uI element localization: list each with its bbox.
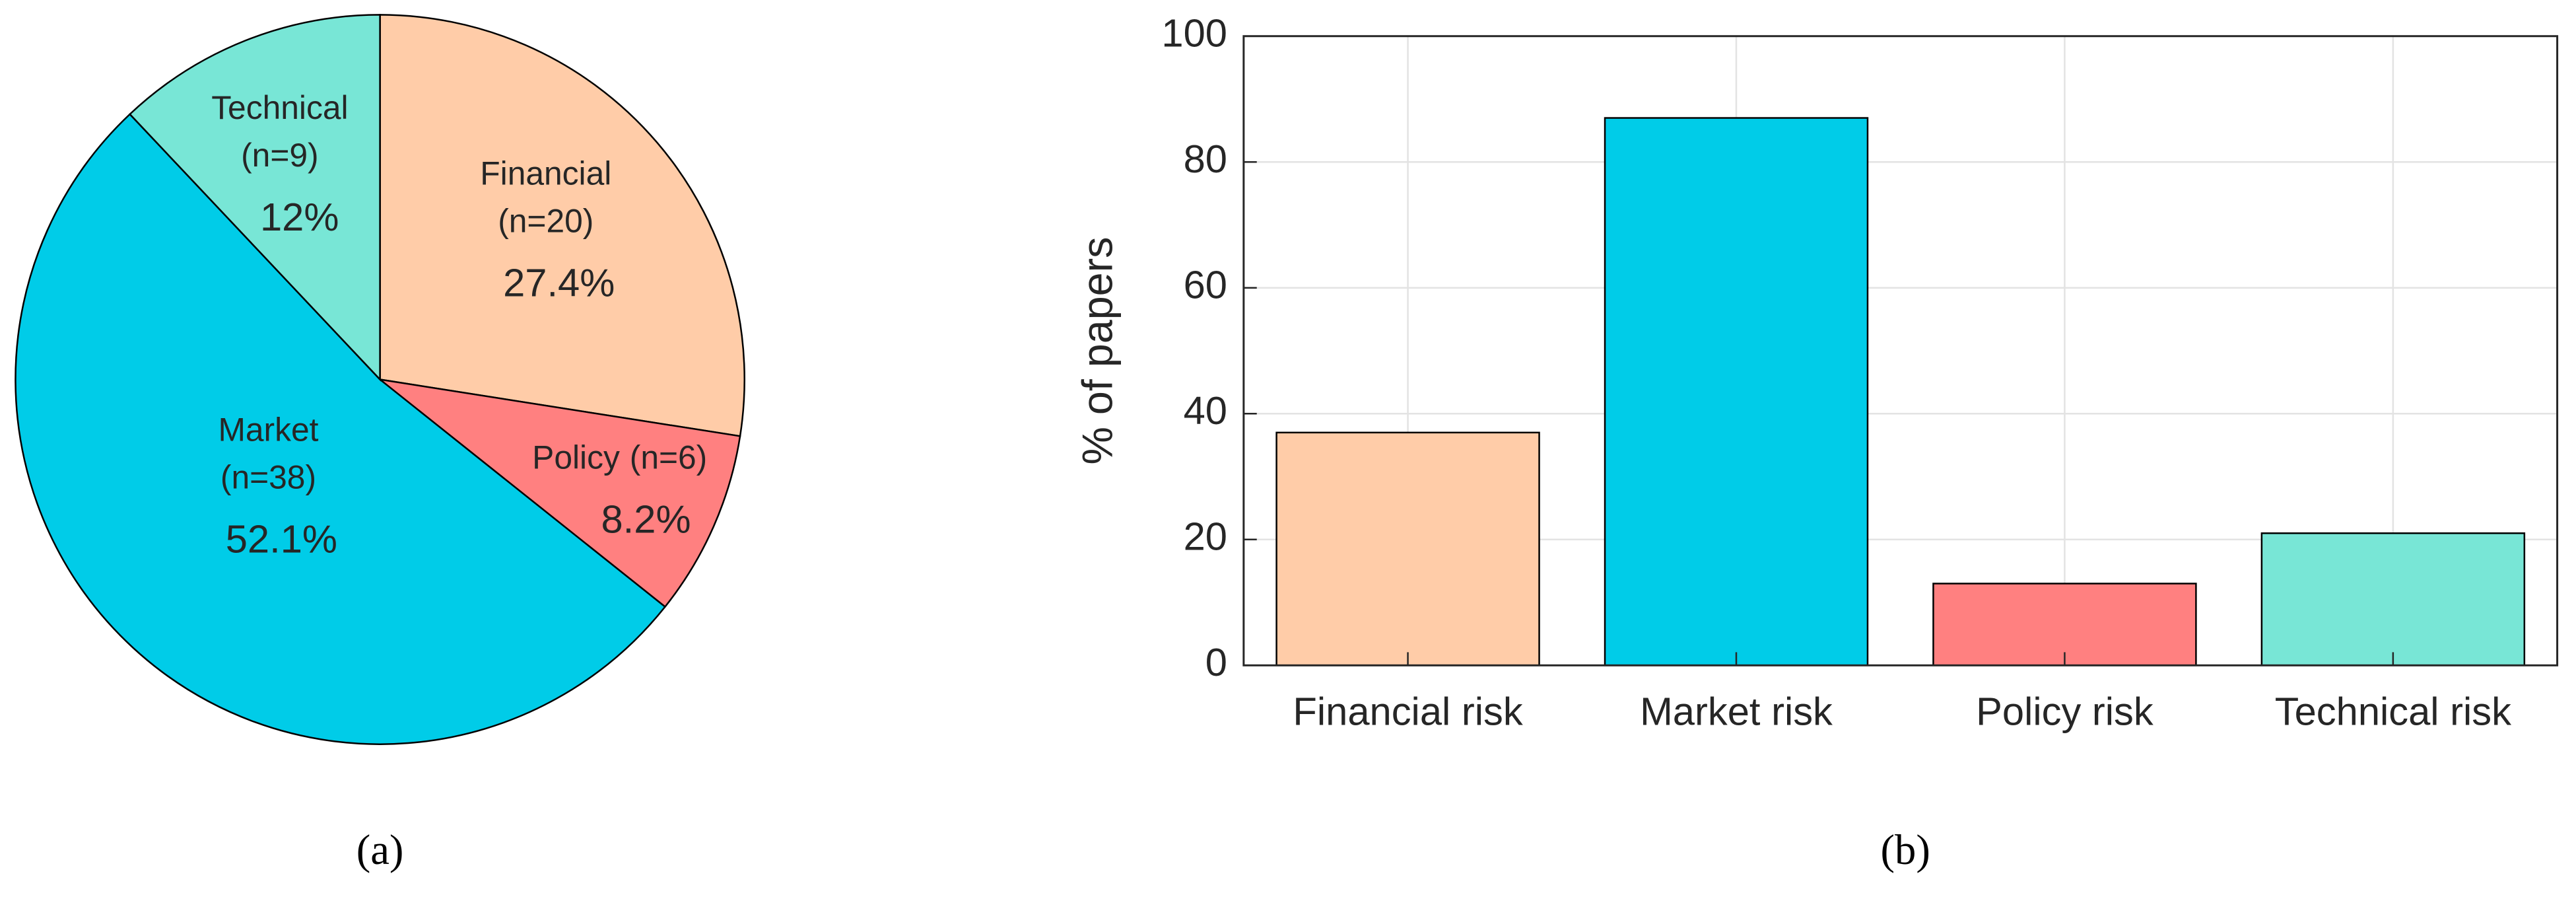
y-tick-label: 80 <box>1184 137 1227 181</box>
axes-box <box>1242 35 2559 666</box>
x-tick-label: Market risk <box>1640 690 1833 734</box>
caption: (a) <box>356 826 404 873</box>
x-tick-label: Technical risk <box>2275 690 2511 734</box>
y-tick-label: 0 <box>1205 640 1227 684</box>
slice-count: (n=20) <box>498 202 593 239</box>
slice-label: Policy (n=6) <box>532 439 707 476</box>
slice-percent: 12% <box>260 195 339 239</box>
x-tick-label: Policy risk <box>1976 690 2153 734</box>
slice-name: Market <box>218 411 318 448</box>
slice-count: (n=9) <box>241 137 318 174</box>
y-tick-label: 60 <box>1184 263 1227 307</box>
bar <box>1275 431 1540 666</box>
x-tick-label: Financial risk <box>1293 690 1522 734</box>
bar <box>2260 532 2526 666</box>
pie-slice <box>379 14 745 437</box>
slice-percent: 52.1% <box>226 517 337 561</box>
pie-slice <box>128 14 381 382</box>
pie-slice <box>377 378 741 608</box>
y-tick-label: 40 <box>1184 388 1227 433</box>
slice-percent: 27.4% <box>503 261 615 305</box>
bar <box>1604 117 1869 666</box>
slice-percent: 8.2% <box>601 497 691 542</box>
y-axis-label: % of papers <box>1073 236 1122 464</box>
slice-name: Policy <box>532 439 620 476</box>
caption: (b) <box>1880 826 1930 873</box>
y-tick-label: 20 <box>1184 515 1227 559</box>
slice-count: (n=6) <box>630 439 707 476</box>
slice-name: Technical <box>211 89 348 126</box>
slice-name: Financial <box>480 155 611 192</box>
slice-count: (n=38) <box>220 458 316 495</box>
pie-slice <box>15 113 667 745</box>
bar <box>1932 583 2197 666</box>
y-tick-label: 100 <box>1161 11 1227 55</box>
